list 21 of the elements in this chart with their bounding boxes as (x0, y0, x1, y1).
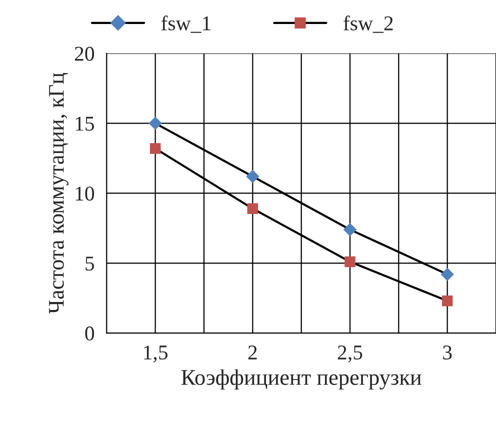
y-axis-title: Частота коммутации, кГц (49, 72, 68, 314)
point (440, 268, 454, 281)
y-tick-label: 10 (76, 186, 94, 201)
y-tick-label: 15 (76, 116, 94, 131)
x-tick-label: 1,5 (144, 346, 168, 363)
x-tick-label: 2,5 (338, 346, 362, 363)
point (148, 116, 162, 130)
y-tick-label: 5 (86, 256, 94, 271)
x-axis-title: Коэффициент перегрузки (181, 369, 422, 390)
y-tick-label: 20 (74, 46, 94, 61)
x-tick-label: 2 (248, 346, 257, 360)
point (246, 170, 260, 183)
point (150, 143, 161, 154)
point (344, 256, 356, 268)
y-tick-label: 0 (85, 326, 94, 340)
point (344, 223, 356, 236)
legend-label: fsw_1 (161, 16, 210, 33)
legend-label: fsw_2 (344, 16, 393, 33)
point (247, 203, 258, 214)
point (442, 296, 453, 306)
x-tick-label: 3 (443, 346, 452, 360)
